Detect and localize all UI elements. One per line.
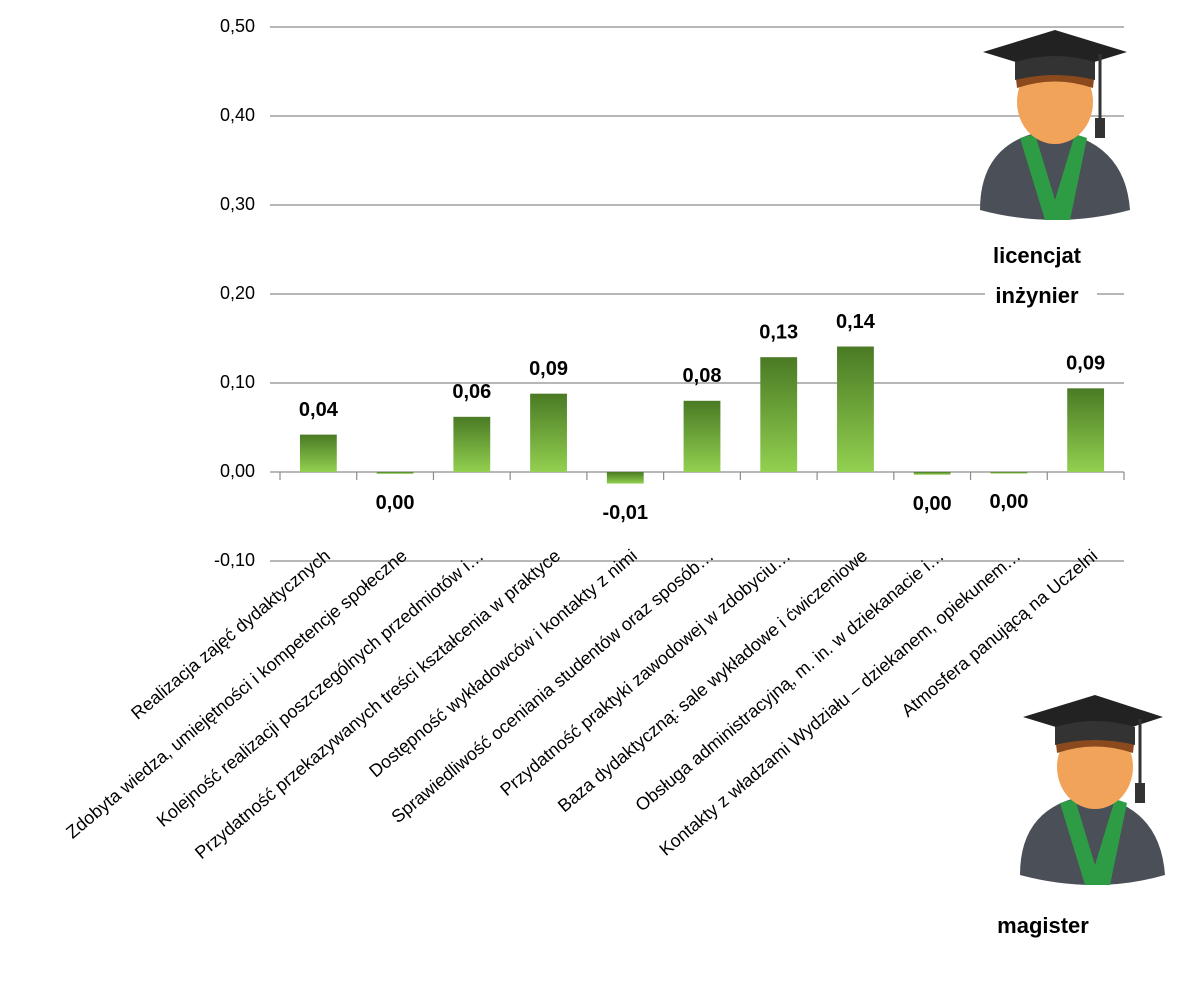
x-tick-label: Dostępność wykładowców i kontakty z nimi — [365, 545, 641, 781]
y-tick-label: -0,10 — [214, 550, 255, 570]
graduate-icons — [980, 30, 1165, 885]
data-label: 0,08 — [683, 365, 722, 387]
data-label: -0,01 — [602, 502, 648, 524]
annotation: inżynier — [995, 283, 1079, 308]
bar — [990, 472, 1028, 474]
x-tick-label: Zdobyta wiedza, umiejętności i kompetenc… — [62, 545, 411, 842]
data-label: 0,09 — [1066, 353, 1105, 375]
y-tick-label: 0,20 — [220, 283, 255, 303]
annotation: licencjat — [993, 243, 1082, 268]
data-label: 0,04 — [299, 399, 339, 421]
y-tick-label: 0,00 — [220, 461, 255, 481]
annotation: magister — [997, 913, 1089, 938]
y-tick-label: 0,30 — [220, 194, 255, 214]
data-label: 0,06 — [452, 381, 491, 403]
x-tick-label: Kontakty z władzami Wydziału – dziekanem… — [655, 545, 1024, 859]
data-label: 0,09 — [529, 358, 568, 380]
data-label: 0,13 — [759, 321, 798, 343]
x-tick-label: Przydatność przekazywanych treści kształ… — [191, 545, 564, 863]
bar — [760, 357, 798, 472]
bar — [299, 434, 337, 472]
bar — [606, 472, 644, 484]
y-tick-label: 0,50 — [220, 16, 255, 36]
data-label: 0,00 — [913, 493, 952, 515]
x-tick-label: Przydatność praktyki zawodowej w zdobyci… — [496, 545, 794, 800]
y-tick-label: 0,40 — [220, 105, 255, 125]
bar — [1067, 388, 1105, 472]
bar — [837, 346, 874, 472]
bar — [530, 393, 567, 472]
bar — [376, 472, 414, 474]
graduate-icon — [1020, 695, 1165, 885]
data-label: 0,00 — [989, 491, 1028, 513]
data-label: 0,14 — [836, 311, 876, 333]
label-backdrop — [985, 282, 1097, 312]
y-tick-label: 0,10 — [220, 372, 255, 392]
bar — [683, 400, 721, 472]
data-label: 0,00 — [376, 492, 415, 514]
bar — [453, 416, 491, 472]
bar — [913, 472, 951, 475]
graduate-icon — [980, 30, 1130, 220]
